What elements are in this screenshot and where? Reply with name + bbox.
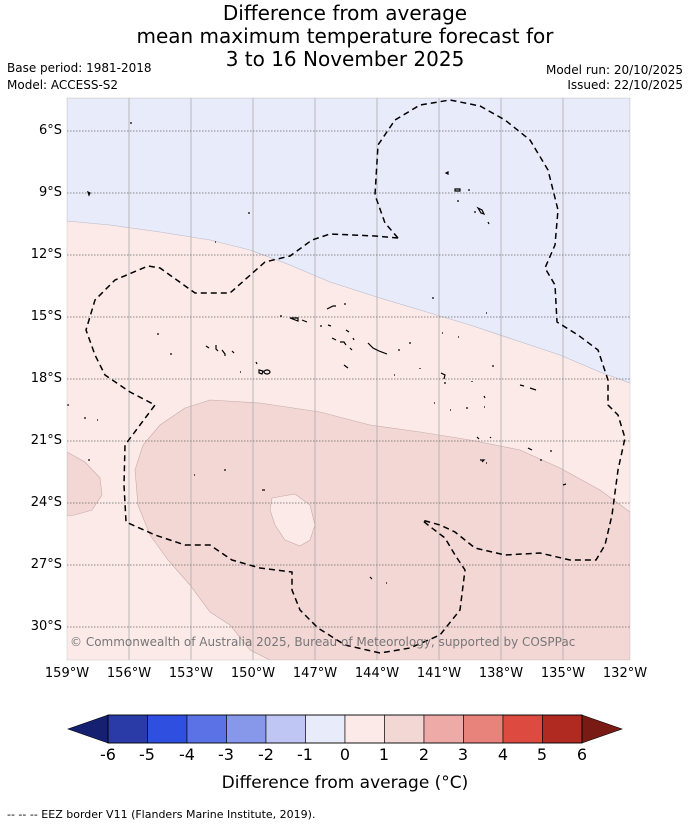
colorbar-cell xyxy=(463,714,504,744)
colorbar-tick-minus4: -4 xyxy=(179,745,195,764)
colorbar-cell xyxy=(226,714,267,744)
lon-label-144w: 144°W xyxy=(354,666,400,681)
colorbar-cell xyxy=(344,714,385,744)
colorbar-label: Difference from average (°C) xyxy=(221,773,469,793)
colorbar-tick-6: 6 xyxy=(576,745,588,764)
colorbar-over-arrow xyxy=(581,714,623,744)
anomaly-zone-0-to-1-hole xyxy=(269,493,316,547)
map-title-line-3: 3 to 16 November 2025 xyxy=(225,47,465,71)
colorbar-frame xyxy=(107,714,583,744)
colorbar-tick-5: 5 xyxy=(536,745,548,764)
colorbar-cell xyxy=(265,714,306,744)
islands xyxy=(67,122,567,584)
lat-label-27s: 27°S xyxy=(30,557,62,572)
lon-label-132w: 132°W xyxy=(602,666,648,681)
colorbar-cell xyxy=(305,714,346,744)
lon-label-141w: 141°W xyxy=(416,666,462,681)
colorbar-under-arrow xyxy=(67,714,109,744)
lon-label-135w: 135°W xyxy=(540,666,586,681)
forecast-map: © Commonwealth of Australia 2025, Bureau… xyxy=(66,97,631,661)
anomaly-zone-1-to-2-west xyxy=(67,451,103,517)
lon-label-147w: 147°W xyxy=(292,666,338,681)
colorbar xyxy=(67,714,623,744)
lon-label-138w: 138°W xyxy=(478,666,524,681)
colorbar-tick-2: 2 xyxy=(418,745,430,764)
lat-label-18s: 18°S xyxy=(30,371,62,386)
colorbar-tick-minus3: -3 xyxy=(218,745,234,764)
base-period-text: Base period: 1981-2018 xyxy=(7,61,152,75)
lat-label-24s: 24°S xyxy=(30,495,62,510)
lat-label-21s: 21°S xyxy=(30,433,62,448)
colorbar-tick-minus5: -5 xyxy=(139,745,155,764)
map-title-line-2: mean maximum temperature forecast for xyxy=(136,24,554,48)
colorbar-tick-minus2: -2 xyxy=(258,745,274,764)
colorbar-cell xyxy=(542,714,583,744)
eez-border-french-polynesia xyxy=(85,233,466,654)
colorbar-tick-1: 1 xyxy=(378,745,390,764)
colorbar-tick-0: 0 xyxy=(339,745,351,764)
colorbar-tick-minus1: -1 xyxy=(297,745,313,764)
colorbar-tick-minus6: -6 xyxy=(100,745,116,764)
colorbar-tick-3: 3 xyxy=(457,745,469,764)
lat-label-9s: 9°S xyxy=(38,185,62,200)
lon-label-150w: 150°W xyxy=(230,666,276,681)
lat-label-15s: 15°S xyxy=(30,309,62,324)
colorbar-cell xyxy=(423,714,464,744)
lon-label-156w: 156°W xyxy=(106,666,152,681)
eez-borders xyxy=(85,99,626,654)
colorbar-cell xyxy=(384,714,425,744)
colorbar-cell xyxy=(502,714,543,744)
copyright-text: © Commonwealth of Australia 2025, Bureau… xyxy=(70,635,575,649)
eez-legend: -- -- -- EEZ border V11 (Flanders Marine… xyxy=(7,808,316,821)
colorbar-cell xyxy=(147,714,188,744)
model-text: Model: ACCESS-S2 xyxy=(7,78,119,92)
colorbar-cells xyxy=(107,714,583,744)
lat-label-12s: 12°S xyxy=(30,247,62,262)
anomaly-zone-1-to-2 xyxy=(134,399,630,660)
parallels xyxy=(67,130,630,628)
lat-label-6s: 6°S xyxy=(38,123,62,138)
issued-text: Issued: 22/10/2025 xyxy=(567,78,683,92)
colorbar-cell xyxy=(186,714,227,744)
colorbar-tick-4: 4 xyxy=(497,745,509,764)
map-frame xyxy=(66,97,631,661)
lon-label-153w: 153°W xyxy=(168,666,214,681)
model-run-text: Model run: 20/10/2025 xyxy=(545,63,683,77)
eez-border-marquesas xyxy=(374,99,626,561)
colorbar-cell xyxy=(107,714,148,744)
lon-label-159w: 159°W xyxy=(44,666,90,681)
lat-label-30s: 30°S xyxy=(30,619,62,634)
anomaly-zone-minus1-to-0 xyxy=(67,98,630,384)
map-title-line-1: Difference from average xyxy=(222,1,468,25)
